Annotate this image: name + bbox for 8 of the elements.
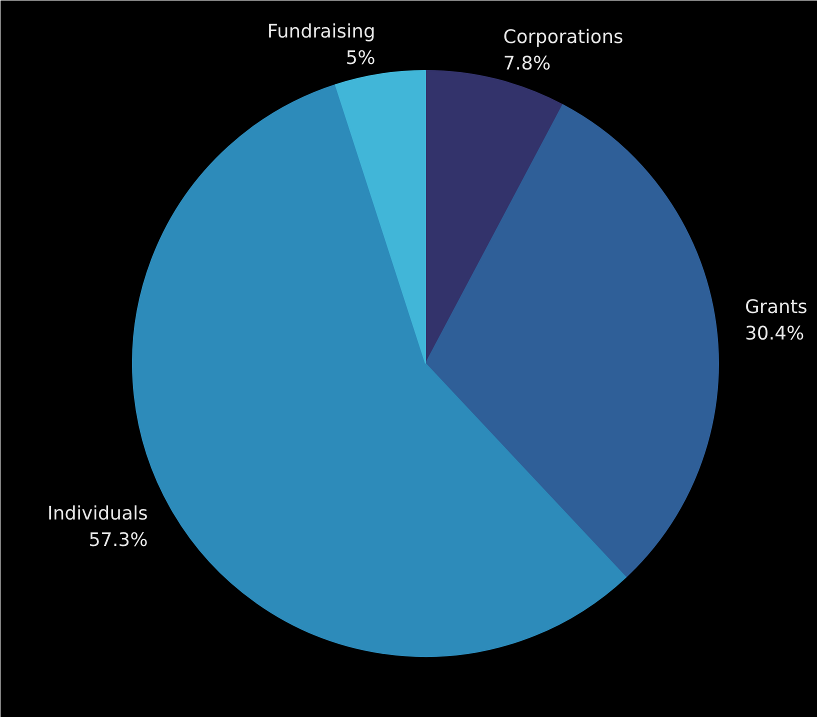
slice-label: Fundraising: [267, 22, 376, 43]
data-label: 30.4%: [744, 323, 804, 344]
slice-label: Individuals: [47, 504, 148, 525]
slice-label: Corporations: [503, 27, 624, 48]
slice-label: Grants: [744, 297, 808, 318]
data-label: 5%: [346, 48, 376, 69]
data-label: 57.3%: [88, 530, 148, 551]
data-label: 7.8%: [503, 53, 551, 74]
